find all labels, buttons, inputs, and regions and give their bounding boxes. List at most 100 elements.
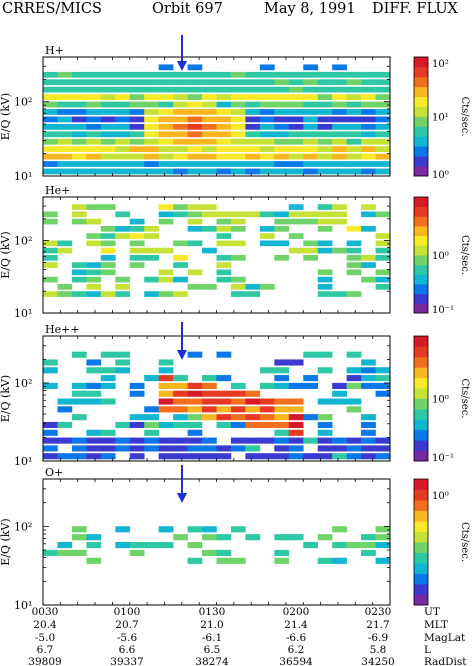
heatmap-cell xyxy=(202,131,217,138)
heatmap-cell xyxy=(187,168,203,175)
heatmap-cell xyxy=(57,161,73,167)
heatmap-cell xyxy=(288,116,304,123)
colorbar-label: Cts/sec. xyxy=(459,379,470,419)
product-label: DIFF. FLUX xyxy=(372,1,458,17)
heatmap-cell xyxy=(332,64,347,71)
heatmap-cell xyxy=(43,71,58,78)
heatmap-cell xyxy=(288,204,304,210)
heatmap-cell xyxy=(144,79,159,86)
heatmap-cell xyxy=(100,168,116,175)
heatmap-cell xyxy=(43,138,58,145)
heatmap-cell xyxy=(173,146,188,153)
heatmap-cell xyxy=(361,429,376,436)
heatmap-cell xyxy=(274,549,290,557)
heatmap-cell xyxy=(317,445,333,452)
heatmap-cell xyxy=(202,534,217,541)
heatmap-cell xyxy=(187,557,203,564)
colorbar-tick-label: 10⁰ xyxy=(432,251,449,262)
heatmap-cell xyxy=(57,94,73,100)
heatmap-cell xyxy=(158,204,174,210)
heatmap-cell xyxy=(346,101,362,108)
x-axis-value: 21.0 xyxy=(200,619,223,631)
heatmap-cell xyxy=(144,71,159,78)
heatmap-cell xyxy=(100,367,116,374)
x-axis-row-label: RadDist xyxy=(424,656,467,666)
heatmap-cell xyxy=(216,421,232,429)
heatmap-cell xyxy=(230,153,246,160)
heatmap-cell xyxy=(57,549,73,557)
heatmap-cell xyxy=(71,131,87,138)
heatmap-cell xyxy=(216,123,232,130)
heatmap-cell xyxy=(216,557,232,564)
heatmap-cell xyxy=(361,226,376,232)
heatmap-cell xyxy=(361,86,376,93)
heatmap-cell xyxy=(317,218,333,225)
colorbar-swatch xyxy=(414,552,428,564)
heatmap-cell xyxy=(71,79,87,86)
heatmap-cell xyxy=(86,71,102,78)
colorbar-frame xyxy=(413,196,429,314)
heatmap-cell xyxy=(259,398,275,405)
colorbar-swatch xyxy=(414,419,428,431)
heatmap-cell xyxy=(86,359,102,366)
heatmap-cell xyxy=(361,421,376,429)
figure-header: CRRES/MICS Orbit 697 May 8, 1991 DIFF. F… xyxy=(0,0,474,22)
heatmap-cell xyxy=(361,146,376,153)
colorbar-swatch xyxy=(414,584,428,595)
heatmap-cell xyxy=(259,94,275,100)
heatmap-cell xyxy=(158,153,174,160)
heatmap-cell xyxy=(317,211,333,218)
heatmap-cell xyxy=(375,71,391,78)
heatmap-cell xyxy=(71,211,87,218)
heatmap-cell xyxy=(173,262,188,268)
heatmap-cell xyxy=(173,211,188,218)
arrow-head xyxy=(177,61,187,71)
colorbar-swatch xyxy=(414,293,428,304)
heatmap-cell xyxy=(245,161,261,167)
heatmap-cell xyxy=(71,146,87,153)
heatmap-cell xyxy=(57,247,73,254)
heatmap-cell xyxy=(187,390,203,397)
heatmap-cell xyxy=(332,204,347,210)
heatmap-cell xyxy=(303,71,319,78)
heatmap-cell xyxy=(332,390,347,397)
heatmap-cell xyxy=(71,101,87,108)
arrow-down-icon xyxy=(177,465,187,503)
heatmap-cell xyxy=(259,146,275,153)
x-axis-value: -6.9 xyxy=(368,632,388,644)
y-tick-label: 10¹ xyxy=(14,599,32,612)
heatmap-cell xyxy=(71,116,87,123)
heatmap-cell xyxy=(187,429,203,436)
heatmap-cell xyxy=(361,367,376,374)
colorbar-swatch xyxy=(414,408,428,420)
heatmap-cell xyxy=(346,79,362,86)
heatmap-cell xyxy=(158,94,174,100)
heatmap-cell xyxy=(288,414,304,421)
heatmap-cell xyxy=(100,269,116,276)
heatmap-cell xyxy=(158,276,174,283)
heatmap-cell xyxy=(115,526,131,533)
arrow-head xyxy=(177,350,187,360)
heatmap-cell xyxy=(202,79,217,86)
heatmap-cell xyxy=(259,421,275,429)
heatmap-cell xyxy=(43,359,58,366)
heatmap-cell xyxy=(216,351,232,358)
colorbar-swatch xyxy=(414,542,428,553)
heatmap-cell xyxy=(173,79,188,86)
heatmap-cell xyxy=(361,437,376,444)
heatmap-cell xyxy=(71,526,87,533)
heatmap-cell xyxy=(375,131,391,138)
heatmap-cell xyxy=(230,526,246,533)
heatmap-cell xyxy=(288,534,304,541)
heatmap-cell xyxy=(71,138,87,145)
heatmap-cell xyxy=(57,138,73,145)
heatmap-cell xyxy=(187,240,203,247)
heatmap-cell xyxy=(173,445,188,452)
heatmap-cell xyxy=(375,123,391,130)
heatmap-cell xyxy=(230,94,246,100)
x-axis-row-label: L xyxy=(424,644,431,656)
heatmap-cell xyxy=(230,445,246,452)
heatmap-cell xyxy=(71,109,87,115)
colorbar-swatch xyxy=(414,116,428,127)
heatmap-cell xyxy=(57,123,73,130)
